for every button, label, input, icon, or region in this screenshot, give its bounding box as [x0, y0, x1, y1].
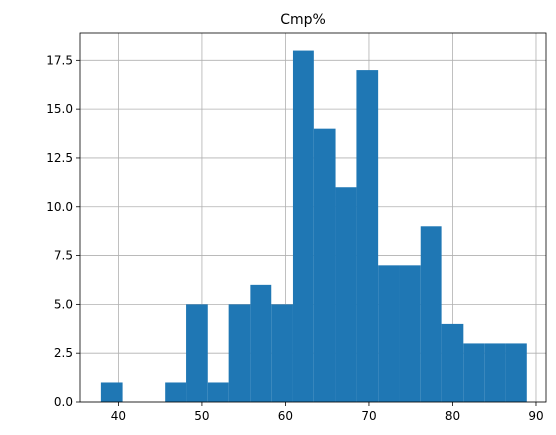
x-tick-label: 70 — [361, 409, 376, 423]
histogram-bar — [250, 284, 272, 402]
y-tick-label: 15.0 — [46, 102, 73, 116]
x-tick-label: 80 — [445, 409, 460, 423]
y-tick-label: 10.0 — [46, 200, 73, 214]
y-tick-label: 17.5 — [46, 53, 73, 67]
histogram-bar — [505, 343, 527, 402]
histogram-bar — [207, 382, 229, 402]
y-tick-label: 5.0 — [54, 297, 73, 311]
histogram-bar — [356, 70, 379, 402]
y-tick-label: 0.0 — [54, 395, 73, 409]
histogram-bar — [399, 265, 421, 402]
y-tick-label: 7.5 — [54, 249, 73, 263]
histogram-bars — [100, 50, 527, 402]
histogram-bar — [100, 382, 123, 402]
histogram-bar — [441, 323, 464, 402]
histogram-bar — [463, 343, 485, 402]
x-tick-label: 40 — [111, 409, 126, 423]
histogram-bar — [335, 187, 357, 402]
histogram-bar — [484, 343, 506, 402]
histogram-bar — [228, 304, 251, 402]
histogram-bar — [292, 50, 314, 402]
x-tick-label: 90 — [528, 409, 543, 423]
x-tick-label: 60 — [278, 409, 293, 423]
chart-title: Cmp% — [280, 12, 326, 28]
histogram-bar — [165, 382, 187, 402]
y-tick-label: 12.5 — [46, 151, 73, 165]
histogram-bar — [378, 265, 400, 402]
histogram-bar — [186, 304, 208, 402]
y-tick-label: 2.5 — [54, 346, 73, 360]
histogram-bar — [420, 226, 442, 402]
histogram-bar — [271, 304, 293, 402]
x-axis-ticks: 40 50 60 70 80 90 — [111, 402, 544, 423]
y-axis-ticks: 0.0 2.5 5.0 7.5 10.0 12.5 15.0 17.5 — [46, 53, 80, 409]
x-tick-label: 50 — [194, 409, 209, 423]
histogram-bar — [313, 128, 336, 402]
plot-frame — [79, 32, 547, 403]
